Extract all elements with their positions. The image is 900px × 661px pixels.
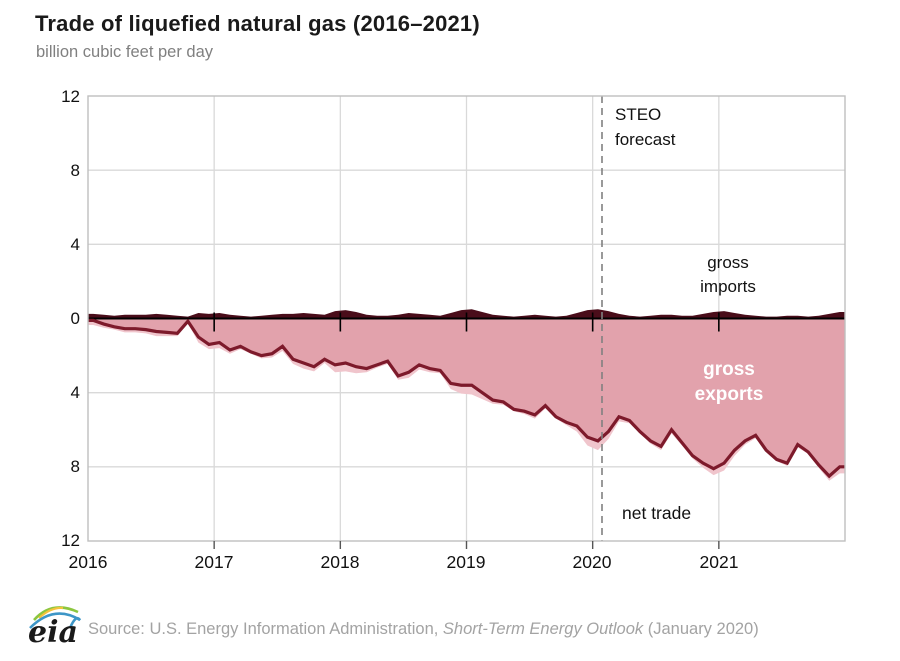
forecast-annotation-line2: forecast bbox=[615, 130, 676, 149]
net-trade-line bbox=[88, 318, 845, 479]
gross-exports-label: gross exports bbox=[694, 359, 764, 405]
y-tick-label: 4 bbox=[70, 235, 80, 254]
forecast-annotation-line1: STEO bbox=[615, 105, 662, 124]
y-tick-label: 0 bbox=[70, 309, 80, 328]
footer: eia Source: U.S. Energy Information Admi… bbox=[0, 594, 900, 654]
x-tick-label: 2021 bbox=[699, 552, 739, 572]
x-tick-label: 2020 bbox=[572, 552, 612, 572]
y-tick-label: 12 bbox=[61, 87, 80, 106]
x-tick-label: 2017 bbox=[194, 552, 234, 572]
gross-imports-label: gross imports bbox=[700, 253, 756, 296]
eia-logo: eia bbox=[28, 606, 82, 648]
source-attribution: Source: U.S. Energy Information Administ… bbox=[88, 620, 759, 638]
y-tick-label: 8 bbox=[70, 161, 80, 180]
logo-yellow-arc bbox=[38, 606, 64, 619]
y-tick-label: 8 bbox=[70, 457, 80, 476]
net-trade-label: net trade bbox=[622, 503, 692, 523]
page-title: Trade of liquefied natural gas (2016–202… bbox=[35, 11, 480, 36]
y-tick-label: 12 bbox=[61, 531, 80, 550]
x-tick-label: 2018 bbox=[320, 552, 360, 572]
forecast-annotation: STEO forecast bbox=[615, 102, 675, 152]
unit-label: billion cubic feet per day bbox=[36, 43, 214, 61]
y-tick-label: 4 bbox=[70, 383, 80, 402]
x-tick-label: 2016 bbox=[68, 552, 108, 572]
logo-blue-arc bbox=[29, 612, 82, 629]
x-tick-label: 2019 bbox=[446, 552, 486, 572]
net-trade-area bbox=[88, 318, 845, 477]
logo-text: eia bbox=[28, 615, 78, 648]
